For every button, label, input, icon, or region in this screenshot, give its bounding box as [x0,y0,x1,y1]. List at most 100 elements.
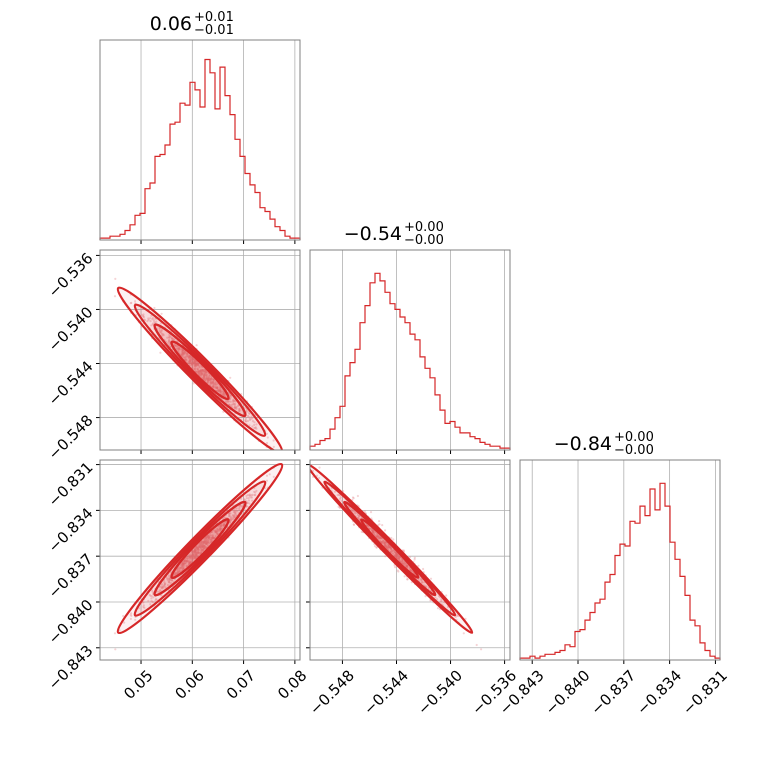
sample-point [208,379,211,382]
sample-point [211,381,214,384]
y-tick-label: −0.540 [45,303,97,355]
sample-point [205,377,208,380]
sample-point [232,510,235,514]
sample-point [195,548,198,551]
sample-point [143,606,146,609]
sample-point [170,336,173,339]
sample-point [150,595,153,598]
density-contour [153,500,247,597]
sample-point [219,390,222,393]
sample-point [216,386,219,389]
sample-point [197,546,200,550]
sample-point [196,549,199,552]
sample-point [197,545,201,548]
sample-point [219,528,222,531]
sample-point [185,560,188,563]
sample-point [172,338,175,341]
sample-point [397,557,400,560]
sample-point [201,545,204,549]
sample-point [216,532,219,535]
sample-point [157,590,161,594]
sample-point [177,350,180,353]
sample-point [197,551,200,554]
sample-point [195,344,198,347]
sample-point [394,551,397,554]
sample-point [162,586,165,589]
sample-point [234,406,237,409]
sample-point [229,518,232,521]
sample-point [209,538,213,541]
sample-point [206,379,209,382]
panel-2-2 [531,460,716,664]
sample-point [387,544,390,547]
title-0-upper: +0.01 [194,10,234,25]
sample-point [208,534,211,538]
sample-point [250,496,253,499]
sample-point [150,314,153,317]
sample-point [168,578,171,581]
sample-point [204,546,207,550]
sample-point [182,562,185,566]
sample-point [154,599,157,602]
sample-point [176,345,179,348]
sample-point [202,540,206,544]
sample-point [218,389,221,392]
sample-point [212,386,215,389]
sample-point [192,361,195,364]
sample-point [129,617,132,621]
sample-point [388,545,391,548]
sample-point [207,377,210,380]
sample-point [192,358,195,361]
sample-point [192,554,195,557]
sample-point [199,543,202,546]
sample-point [191,554,194,557]
sample-point [248,494,251,497]
title-2-value: −0.84 [554,433,612,455]
sample-point [168,581,171,584]
sample-point [182,562,185,565]
sample-point [203,373,206,376]
sample-point [190,554,193,557]
sample-point [196,362,199,366]
sample-point [185,564,188,567]
sample-point [192,550,195,554]
sample-point [455,613,458,616]
sample-point [206,535,209,538]
sample-point [214,529,217,532]
sample-point [247,411,251,415]
sample-point [199,546,202,549]
sample-point [188,554,191,557]
sample-point [191,358,194,361]
sample-point [152,596,155,599]
sample-point [387,544,390,547]
sample-point [190,556,193,559]
sample-point [168,336,171,339]
sample-point [222,524,225,527]
sample-point [401,562,404,565]
sample-point [401,558,404,561]
sample-point [402,562,405,566]
sample-point [183,356,186,359]
sample-point [197,372,200,375]
sample-point [232,399,235,402]
sample-point [200,547,203,551]
sample-point [202,370,205,373]
sample-point [200,543,203,546]
sample-point [191,357,194,360]
sample-point [405,565,408,568]
sample-point [197,545,200,549]
sample-point [192,360,195,363]
sample-point [406,578,409,581]
sample-point [147,317,150,320]
sample-point [338,497,342,500]
sample-point [160,331,163,334]
sample-point [200,549,203,552]
sample-point [195,553,198,556]
sample-point [142,315,145,318]
sample-point [219,525,222,528]
sample-point [180,353,183,356]
sample-point [191,362,194,365]
sample-point [201,369,205,372]
sample-point [390,546,393,550]
sample-point [130,614,133,618]
